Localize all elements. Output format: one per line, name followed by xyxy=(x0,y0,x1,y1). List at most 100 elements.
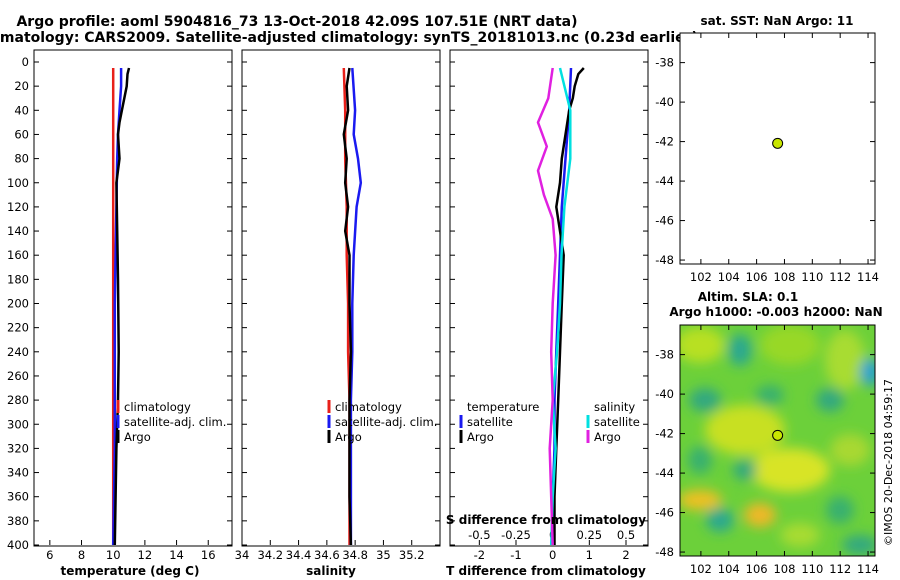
x-tick-label: 14 xyxy=(169,548,184,562)
depth-axis: 0 20 40 60 80 100 120 140 160 180 200 220 240 260 280 3… xyxy=(7,55,648,552)
salinity-axis-label: salinity xyxy=(306,564,356,578)
map-y-tick-label: -42 xyxy=(655,427,674,441)
x-tick-label: 12 xyxy=(138,548,153,562)
x-tick-label: 34.2 xyxy=(257,548,283,562)
imos-watermark: ©IMOS 20-Dec-2018 04:59:17 xyxy=(882,379,895,546)
depth-tick-label: 160 xyxy=(7,248,29,262)
sla-map-title-line-2: Argo h1000: -0.003 h2000: NaN xyxy=(669,305,882,319)
legend-label-argo: Argo xyxy=(124,430,151,444)
map-y-tick-label: -40 xyxy=(655,95,674,109)
map-y-tick-label: -48 xyxy=(655,253,674,267)
depth-tick-label: 240 xyxy=(7,345,29,359)
legend-label-climatology: climatology xyxy=(335,400,402,414)
argo-location-marker xyxy=(772,429,784,441)
legend-label-s-argo: Argo xyxy=(594,430,621,444)
depth-tick-label: 140 xyxy=(7,224,29,238)
depth-tick-label: 360 xyxy=(7,490,29,504)
depth-tick-label: 260 xyxy=(7,369,29,383)
salinity-chart: 34 34.2 34.4 34.6 34.8 35 35.2 xyxy=(235,67,425,562)
legend-title-salinity: salinity xyxy=(594,400,635,414)
salinity-panel-frame xyxy=(241,49,441,547)
title-line-1: Argo profile: aoml 5904816_73 13-Oct-201… xyxy=(16,14,577,30)
x-tick-label: 34 xyxy=(235,548,250,562)
argo-location-marker xyxy=(772,137,784,149)
t-diff-axis-label: T difference from climatology xyxy=(446,564,646,578)
map-x-tick-label: 110 xyxy=(801,270,823,284)
salinity-legend: climatology satellite-adj. clim. Argo xyxy=(327,400,437,444)
depth-tick-label: 400 xyxy=(7,538,29,552)
sst-map-title: sat. SST: NaN Argo: 11 xyxy=(700,14,853,28)
temperature-chart: 6 8 10 12 14 16 xyxy=(46,67,216,562)
map-x-tick-label: 110 xyxy=(801,562,823,576)
map-y-tick-label: -46 xyxy=(655,214,674,228)
map-x-tick-label: 106 xyxy=(746,270,768,284)
map-x-tick-label: 112 xyxy=(829,270,851,284)
depth-tick-label: 280 xyxy=(7,393,29,407)
legend-label-t-satellite: satellite xyxy=(467,415,513,429)
x-tick-label: -1 xyxy=(510,548,521,562)
map-x-tick-label: 104 xyxy=(718,562,740,576)
legend-title-temperature: temperature xyxy=(467,400,539,414)
depth-tick-label: 40 xyxy=(14,103,29,117)
map-x-tick-label: 102 xyxy=(690,562,712,576)
depth-tick-label: 60 xyxy=(14,127,29,141)
series-line-satellite-adj-clim- xyxy=(349,67,363,545)
difference-legend: temperature satellite Argo salinity sate… xyxy=(459,400,640,444)
difference-chart: -2 -1 0 1 2-0.5 -0.25 0 0.25 0.5 xyxy=(468,67,635,562)
depth-tick-label: 0 xyxy=(22,55,29,69)
legend-label-satellite: satellite-adj. clim. xyxy=(335,415,437,429)
s-diff-axis-label: S difference from climatology xyxy=(446,513,646,527)
temperature-legend: climatology satellite-adj. clim. Argo xyxy=(116,400,226,444)
depth-tick-label: 80 xyxy=(14,152,29,166)
difference-panel-frame xyxy=(449,49,649,547)
depth-tick-label: 20 xyxy=(14,79,29,93)
map-x-tick-label: 102 xyxy=(690,270,712,284)
map-x-tick-label: 106 xyxy=(746,562,768,576)
legend-label-argo: Argo xyxy=(335,430,362,444)
map-x-tick-label: 108 xyxy=(773,270,795,284)
x-tick-label: 34.4 xyxy=(286,548,312,562)
x-tick-label: 1 xyxy=(586,548,593,562)
x-tick-label: 0 xyxy=(549,548,556,562)
legend-label-climatology: climatology xyxy=(124,400,191,414)
map-y-tick-label: -40 xyxy=(655,387,674,401)
x-tick-label: 10 xyxy=(106,548,121,562)
map-y-tick-label: -44 xyxy=(655,174,674,188)
sla-map-frame xyxy=(679,324,876,557)
map-x-tick-label: 114 xyxy=(857,562,879,576)
sla-map-title-line-1: Altim. SLA: 0.1 xyxy=(698,290,799,304)
s-diff-tick-label: 0.25 xyxy=(577,528,603,542)
depth-tick-label: 220 xyxy=(7,321,29,335)
temperature-panel-frame xyxy=(33,49,233,547)
depth-tick-label: 340 xyxy=(7,466,29,480)
s-diff-tick-label: -0.5 xyxy=(468,528,490,542)
map-y-tick-label: -48 xyxy=(655,545,674,559)
series-line-satellite-adj-clim- xyxy=(111,68,123,546)
x-tick-label: 16 xyxy=(201,548,216,562)
x-tick-label: 34.8 xyxy=(342,548,368,562)
sst-map: 102 104 106 108 110 112 114 -38 -40 -42 -44 -46 -48 xyxy=(655,33,879,284)
title-line-2: Climatology: CARS2009. Satellite-adjuste… xyxy=(0,30,698,46)
depth-tick-label: 380 xyxy=(7,514,29,528)
x-tick-label: -2 xyxy=(474,548,485,562)
x-tick-label: 35 xyxy=(376,548,391,562)
legend-label-t-argo: Argo xyxy=(467,430,494,444)
series-line-s-satellite xyxy=(549,67,572,546)
map-x-tick-label: 112 xyxy=(829,562,851,576)
map-x-tick-label: 104 xyxy=(718,270,740,284)
map-y-tick-label: -42 xyxy=(655,135,674,149)
depth-tick-label: 180 xyxy=(7,272,29,286)
s-diff-tick-label: -0.25 xyxy=(501,528,531,542)
series-line-argo xyxy=(342,67,353,546)
map-y-tick-label: -46 xyxy=(655,506,674,520)
map-x-tick-label: 108 xyxy=(773,562,795,576)
sla-map: 102 104 106 108 110 112 114 -38 -40 -42 -44 -46 -48 xyxy=(655,325,879,576)
depth-tick-label: 320 xyxy=(7,441,29,455)
depth-tick-label: 200 xyxy=(7,297,29,311)
map-y-tick-label: -44 xyxy=(655,466,674,480)
sla-heatmap xyxy=(680,325,875,556)
map-x-tick-label: 114 xyxy=(857,270,879,284)
x-tick-label: 2 xyxy=(622,548,629,562)
depth-tick-label: 100 xyxy=(7,176,29,190)
